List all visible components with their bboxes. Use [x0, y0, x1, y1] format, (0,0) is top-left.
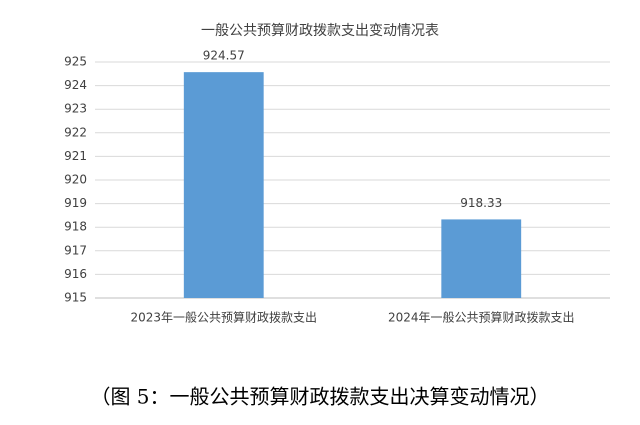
y-tick-label: 921: [64, 149, 87, 163]
y-tick-label: 916: [64, 267, 87, 281]
caption: （图 5：一般公共预算财政拨款支出决算变动情况）: [90, 385, 549, 409]
y-tick-label: 923: [64, 102, 87, 116]
y-tick-label: 924: [64, 78, 87, 92]
bar: [441, 219, 522, 298]
y-tick-label: 920: [64, 173, 87, 187]
y-tick-label: 919: [64, 196, 87, 210]
chart-title: 一般公共预算财政拨款支出变动情况表: [201, 23, 439, 39]
value-label: 918.33: [460, 196, 502, 210]
y-tick-label: 917: [64, 243, 87, 257]
y-tick-label: 915: [64, 291, 87, 305]
value-label: 924.57: [203, 49, 245, 63]
y-tick-label: 925: [64, 55, 87, 69]
bar: [183, 72, 264, 298]
y-tick-label: 922: [64, 125, 87, 139]
x-tick-label: 2024年一般公共预算财政拨款支出: [388, 310, 575, 325]
y-tick-label: 918: [64, 220, 87, 234]
x-tick-label: 2023年一般公共预算财政拨款支出: [130, 310, 317, 325]
